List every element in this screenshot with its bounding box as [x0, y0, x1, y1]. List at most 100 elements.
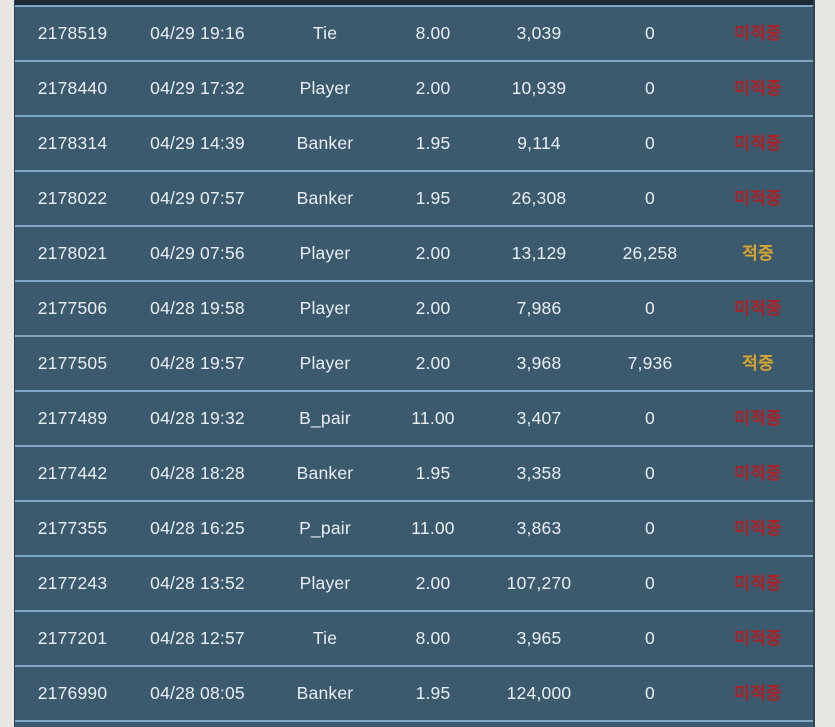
result-cell: 미적중	[734, 24, 782, 43]
pick-cell: Tie	[312, 628, 338, 648]
datetime-cell: 04/29 07:56	[150, 243, 245, 263]
bet-id-cell: 2177489	[37, 408, 108, 428]
partial-row-bottom	[15, 720, 813, 727]
pick-cell: Player	[299, 78, 351, 98]
bet-amount-cell: 3,863	[516, 518, 562, 538]
bet-history-row: 2177243 04/28 13:52 Player 2.00 107,270 …	[15, 555, 813, 610]
datetime-cell: 04/29 14:39	[150, 133, 245, 153]
odds-cell: 11.00	[411, 518, 455, 538]
bet-id-cell: 2178314	[37, 133, 108, 153]
bet-history-row: 2178022 04/29 07:57 Banker 1.95 26,308 0…	[15, 170, 813, 225]
win-amount-cell: 0	[645, 408, 655, 428]
bet-id-cell: 2177505	[37, 353, 108, 373]
odds-cell: 2.00	[415, 353, 451, 373]
bet-amount-cell: 13,129	[511, 243, 567, 263]
bet-amount-cell: 10,939	[511, 78, 567, 98]
bet-amount-cell: 26,308	[511, 188, 567, 208]
win-amount-cell: 0	[645, 298, 655, 318]
bet-history-row: 2177505 04/28 19:57 Player 2.00 3,968 7,…	[15, 335, 813, 390]
bet-id-cell: 2178519	[37, 23, 108, 43]
result-cell: 미적중	[734, 409, 782, 428]
pick-cell: P_pair	[299, 518, 351, 538]
bet-id-cell: 2177442	[37, 463, 108, 483]
result-cell: 미적중	[734, 574, 782, 593]
win-amount-cell: 0	[645, 23, 655, 43]
bet-id-cell: 2178022	[37, 188, 108, 208]
result-cell: 미적중	[734, 519, 782, 538]
bet-history-row: 2177442 04/28 18:28 Banker 1.95 3,358 0 …	[15, 445, 813, 500]
datetime-cell: 04/28 18:28	[150, 463, 245, 483]
pick-cell: Banker	[296, 683, 354, 703]
datetime-cell: 04/28 12:57	[150, 628, 245, 648]
odds-cell: 1.95	[415, 133, 451, 153]
win-amount-cell: 0	[645, 78, 655, 98]
odds-cell: 8.00	[415, 628, 451, 648]
bet-id-cell: 2177355	[37, 518, 108, 538]
odds-cell: 11.00	[411, 408, 455, 428]
bet-id-cell: 2177243	[37, 573, 108, 593]
datetime-cell: 04/28 19:32	[150, 408, 245, 428]
bet-amount-cell: 107,270	[506, 573, 572, 593]
result-cell: 미적중	[734, 629, 782, 648]
bet-id-cell: 2176990	[37, 683, 108, 703]
pick-cell: Player	[299, 298, 351, 318]
table-header-partial	[15, 0, 813, 5]
odds-cell: 2.00	[415, 78, 451, 98]
odds-cell: 2.00	[415, 298, 451, 318]
bet-amount-cell: 9,114	[517, 133, 561, 153]
bet-id-cell: 2178021	[37, 243, 108, 263]
bet-history-row: 2177201 04/28 12:57 Tie 8.00 3,965 0 미적중	[15, 610, 813, 665]
win-amount-cell: 0	[645, 518, 655, 538]
datetime-cell: 04/28 19:58	[150, 298, 245, 318]
result-cell: 미적중	[734, 79, 782, 98]
result-cell: 적중	[742, 354, 774, 373]
pick-cell: Player	[299, 243, 351, 263]
datetime-cell: 04/29 17:32	[150, 78, 245, 98]
bet-id-cell: 2177506	[37, 298, 108, 318]
bet-history-row: 2178440 04/29 17:32 Player 2.00 10,939 0…	[15, 60, 813, 115]
bet-amount-cell: 7,986	[516, 298, 562, 318]
result-cell: 미적중	[734, 189, 782, 208]
pick-cell: Player	[299, 353, 351, 373]
odds-cell: 1.95	[415, 463, 451, 483]
win-amount-cell: 0	[645, 188, 655, 208]
bet-history-row: 2178314 04/29 14:39 Banker 1.95 9,114 0 …	[15, 115, 813, 170]
bet-history-row: 2177489 04/28 19:32 B_pair 11.00 3,407 0…	[15, 390, 813, 445]
datetime-cell: 04/29 07:57	[150, 188, 245, 208]
bet-history-row: 2177355 04/28 16:25 P_pair 11.00 3,863 0…	[15, 500, 813, 555]
bet-history-row: 2177506 04/28 19:58 Player 2.00 7,986 0 …	[15, 280, 813, 335]
result-cell: 미적중	[734, 464, 782, 483]
odds-cell: 2.00	[415, 573, 451, 593]
datetime-cell: 04/28 13:52	[150, 573, 245, 593]
pick-cell: B_pair	[299, 408, 351, 428]
result-cell: 미적중	[734, 134, 782, 153]
win-amount-cell: 26,258	[622, 243, 678, 263]
pick-cell: Banker	[296, 188, 354, 208]
bet-history-row: 2176990 04/28 08:05 Banker 1.95 124,000 …	[15, 665, 813, 720]
odds-cell: 8.00	[415, 23, 451, 43]
bet-amount-cell: 3,968	[516, 353, 562, 373]
datetime-cell: 04/28 08:05	[150, 683, 245, 703]
datetime-cell: 04/28 19:57	[150, 353, 245, 373]
odds-cell: 2.00	[415, 243, 451, 263]
pick-cell: Tie	[312, 23, 338, 43]
win-amount-cell: 0	[645, 573, 655, 593]
win-amount-cell: 0	[645, 463, 655, 483]
bet-amount-cell: 3,965	[516, 628, 562, 648]
win-amount-cell: 0	[645, 683, 655, 703]
bet-history-row: 2178021 04/29 07:56 Player 2.00 13,129 2…	[15, 225, 813, 280]
bet-id-cell: 2178440	[37, 78, 108, 98]
bet-amount-cell: 3,358	[516, 463, 562, 483]
bet-amount-cell: 3,039	[516, 23, 562, 43]
bet-amount-cell: 124,000	[506, 683, 572, 703]
result-cell: 적중	[742, 244, 774, 263]
result-cell: 미적중	[734, 684, 782, 703]
odds-cell: 1.95	[415, 683, 451, 703]
odds-cell: 1.95	[415, 188, 451, 208]
result-cell: 미적중	[734, 299, 782, 318]
win-amount-cell: 7,936	[627, 353, 673, 373]
bet-amount-cell: 3,407	[516, 408, 562, 428]
table-body: 2178519 04/29 19:16 Tie 8.00 3,039 0 미적중…	[15, 5, 813, 720]
win-amount-cell: 0	[645, 628, 655, 648]
